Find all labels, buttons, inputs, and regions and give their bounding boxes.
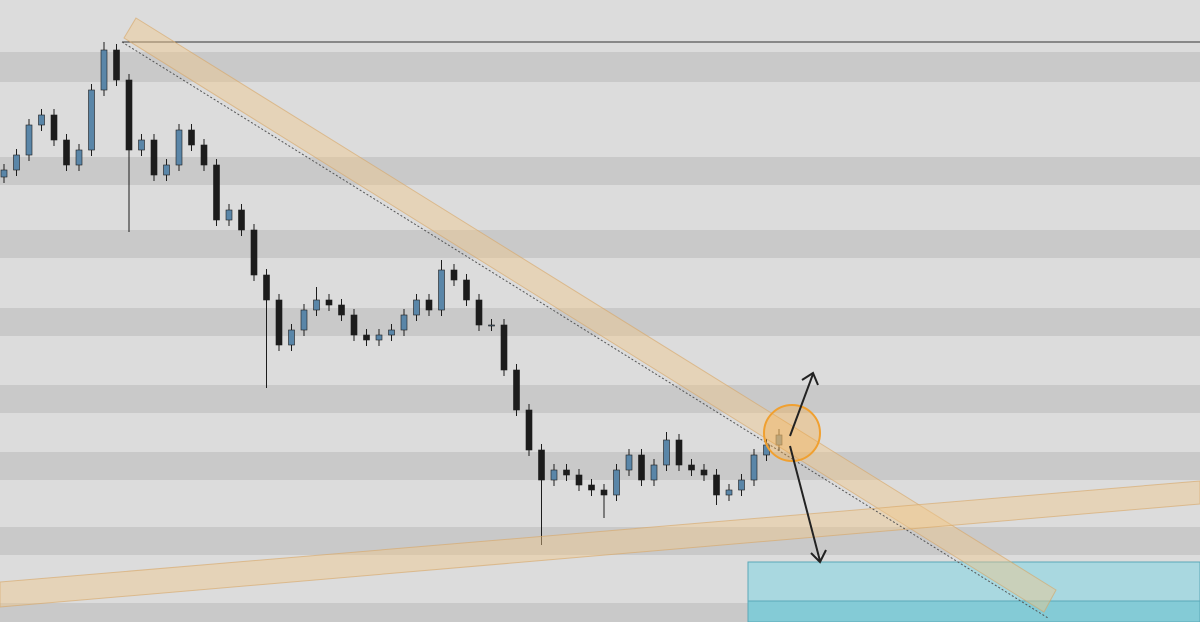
- candle-body: [413, 299, 420, 316]
- candle-body: [188, 129, 195, 146]
- candle-body: [200, 144, 208, 166]
- candle-body: [0, 169, 8, 178]
- candle-body: [438, 269, 445, 311]
- candle-body: [563, 469, 570, 476]
- candle-body: [225, 209, 233, 221]
- candle-body: [738, 479, 745, 491]
- candle-body: [175, 129, 183, 166]
- candle-body: [700, 469, 708, 476]
- candle-body: [263, 274, 270, 301]
- candle-body: [375, 334, 383, 341]
- candle-body: [400, 314, 408, 331]
- candle-body: [550, 469, 558, 481]
- candle-body: [775, 434, 783, 446]
- candle-body: [600, 489, 608, 496]
- candle-body: [488, 324, 495, 327]
- arrow-head: [810, 549, 827, 564]
- candle-body: [475, 299, 483, 326]
- candle-body: [275, 299, 283, 346]
- candle-body: [525, 409, 533, 451]
- candle-body: [588, 484, 595, 491]
- zone-box-inner: [747, 600, 1200, 622]
- candle-body: [300, 309, 308, 331]
- candle-body: [675, 439, 683, 466]
- candle-body: [150, 139, 158, 176]
- candle-body: [638, 454, 645, 481]
- candle-body: [38, 114, 45, 126]
- support-band: [0, 480, 1200, 608]
- candle-body: [713, 474, 720, 496]
- candle-body: [338, 304, 345, 316]
- arrow-down: [789, 445, 821, 562]
- arrow-up: [789, 373, 814, 437]
- candle-body: [325, 299, 333, 306]
- band: [0, 452, 1200, 480]
- candle-body: [613, 469, 620, 496]
- trend-line: [121, 41, 1049, 619]
- candle-body: [725, 489, 733, 496]
- candle-body: [138, 139, 145, 151]
- candle-body: [238, 209, 245, 231]
- arrows: [789, 371, 827, 564]
- candle-body: [450, 269, 458, 281]
- band: [0, 52, 1200, 82]
- candle-body: [63, 139, 70, 166]
- candle-body: [463, 279, 470, 301]
- trend-band: [123, 17, 1057, 613]
- candle-body: [250, 229, 258, 276]
- candle-body: [625, 454, 633, 471]
- arrow-head: [801, 371, 819, 386]
- candle-body: [100, 49, 108, 91]
- candle-body: [75, 149, 83, 166]
- candle-body: [13, 154, 20, 171]
- candle-body: [750, 454, 758, 481]
- candle-body: [125, 79, 133, 151]
- candle-body: [538, 449, 545, 481]
- candle-body: [575, 474, 583, 486]
- candle-body: [163, 164, 170, 176]
- band: [0, 385, 1200, 413]
- candle-body: [363, 334, 370, 341]
- candle-body: [113, 49, 120, 81]
- candle-body: [50, 114, 58, 141]
- candle-body: [425, 299, 433, 311]
- candle-body: [313, 299, 320, 311]
- candle-body: [213, 164, 220, 221]
- candle-body: [25, 124, 33, 156]
- candle-body: [513, 369, 520, 411]
- candle-body: [663, 439, 670, 466]
- band: [0, 230, 1200, 258]
- candle-body: [688, 464, 695, 471]
- band: [0, 308, 1200, 336]
- candle-body: [500, 324, 508, 371]
- candle-body: [650, 464, 658, 481]
- candle-body: [388, 329, 395, 336]
- band: [0, 157, 1200, 185]
- candle-body: [88, 89, 95, 151]
- candles: [0, 42, 783, 545]
- candle-body: [288, 329, 295, 346]
- candle-body: [350, 314, 358, 336]
